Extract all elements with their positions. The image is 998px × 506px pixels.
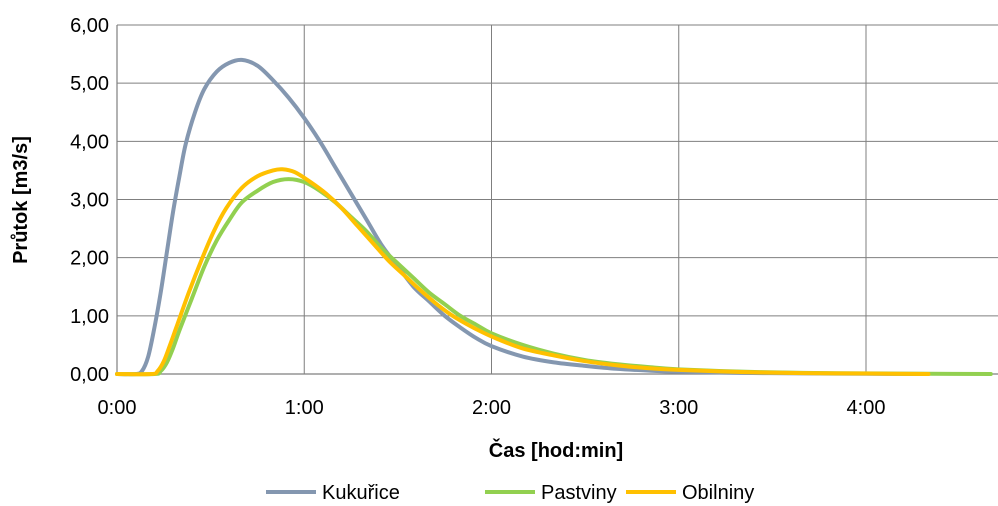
y-tick-label: 5,00: [70, 73, 109, 95]
series-line-2: [115, 177, 993, 377]
gridlines: [116, 24, 998, 375]
legend-item: Pastviny: [485, 482, 617, 504]
x-tick-label: 2:00: [472, 397, 511, 419]
legend-label: Kukuřice: [322, 482, 400, 504]
y-tick-label: 0,00: [70, 364, 109, 386]
y-tick-label: 1,00: [70, 306, 109, 328]
series-lines: [115, 57, 993, 377]
y-tick-label: 6,00: [70, 15, 109, 37]
legend: Kukuřice Pastviny Obilniny: [266, 482, 754, 504]
y-tick-label: 2,00: [70, 248, 109, 270]
legend-label: Pastviny: [541, 482, 617, 504]
y-tick-label: 3,00: [70, 190, 109, 212]
series-line-3: [115, 167, 931, 377]
series-line-1: [115, 57, 931, 377]
x-tick-label: 4:00: [847, 397, 886, 419]
legend-item: Obilniny: [626, 482, 754, 504]
legend-label: Obilniny: [682, 482, 754, 504]
y-axis-title: Průtok [m3/s]: [10, 136, 32, 264]
y-tick-label: 4,00: [70, 131, 109, 153]
x-tick-label: 1:00: [285, 397, 324, 419]
x-tick-label: 0:00: [98, 397, 137, 419]
x-axis-title: Čas [hod:min]: [489, 438, 623, 462]
x-axis-tick-labels: 0:00 1:00 2:00 3:00 4:00: [98, 397, 886, 419]
x-tick-label: 3:00: [659, 397, 698, 419]
y-axis-tick-labels: 0,00 1,00 2,00 3,00 4,00 5,00 6,00: [70, 15, 109, 386]
legend-item: Kukuřice: [266, 482, 400, 504]
